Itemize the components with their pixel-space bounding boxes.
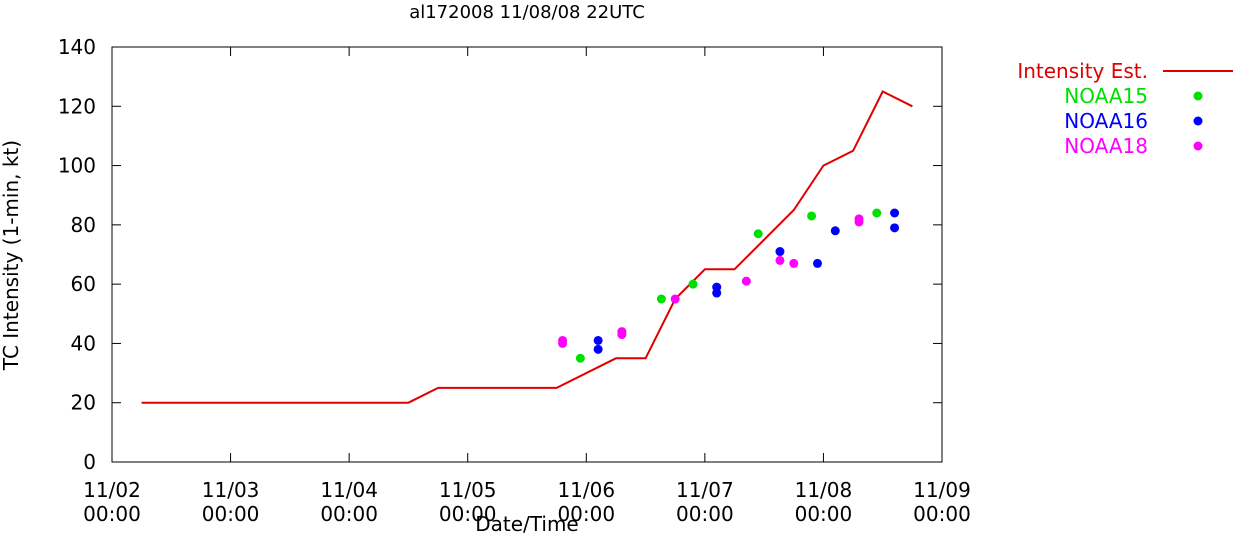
x-axis-label: Date/Time (475, 512, 579, 533)
series-line-intensity-est (141, 90, 913, 404)
x-tick-label-date: 11/05 (439, 478, 497, 502)
x-tick-label-date: 11/08 (795, 478, 853, 502)
legend-swatch-noaa18 (1193, 141, 1203, 151)
data-point-noaa16 (593, 344, 603, 354)
data-point-noaa18 (775, 255, 785, 265)
data-point-noaa18 (617, 330, 627, 340)
data-point-noaa15 (872, 208, 882, 218)
plot-area (141, 90, 913, 404)
x-tick-label-date: 11/02 (83, 478, 141, 502)
legend-swatch-noaa16 (1193, 116, 1203, 126)
x-tick-label-date: 11/03 (202, 478, 260, 502)
data-point-noaa18 (670, 294, 680, 304)
legend-label-intensity-est: Intensity Est. (1017, 59, 1148, 83)
data-point-noaa15 (688, 279, 698, 289)
data-point-noaa18 (741, 276, 751, 286)
chart-title: al172008 11/08/08 22UTC (409, 2, 645, 23)
x-tick-label-time: 00:00 (913, 502, 971, 526)
data-point-noaa16 (712, 288, 722, 298)
data-point-noaa15 (575, 353, 585, 363)
y-tick-label: 80 (71, 213, 96, 237)
legend-label-noaa15: NOAA15 (1064, 84, 1148, 108)
x-tick-label-time: 00:00 (439, 502, 497, 526)
x-tick-label-time: 00:00 (202, 502, 260, 526)
data-point-noaa18 (558, 338, 568, 348)
data-point-noaa15 (807, 211, 817, 221)
legend-label-noaa18: NOAA18 (1064, 134, 1148, 158)
axes: 02040608010012014011/0200:0011/0300:0011… (58, 35, 971, 526)
data-point-noaa16 (830, 226, 840, 236)
y-tick-label: 20 (71, 391, 96, 415)
x-tick-label-date: 11/04 (320, 478, 378, 502)
y-axis-label: TC Intensity (1-min, kt) (0, 140, 23, 371)
y-tick-label: 0 (83, 450, 96, 474)
legend-label-noaa16: NOAA16 (1064, 109, 1148, 133)
x-tick-label-time: 00:00 (676, 502, 734, 526)
y-tick-label: 120 (58, 94, 96, 118)
y-tick-label: 100 (58, 154, 96, 178)
data-point-noaa16 (813, 258, 822, 268)
data-point-noaa16 (890, 208, 900, 218)
data-point-noaa18 (854, 217, 864, 227)
data-point-noaa16 (890, 223, 900, 233)
x-tick-label-time: 00:00 (795, 502, 853, 526)
data-point-noaa15 (753, 229, 763, 239)
data-point-noaa16 (775, 247, 785, 257)
x-tick-label-time: 00:00 (320, 502, 378, 526)
x-tick-label-time: 00:00 (83, 502, 141, 526)
x-tick-label-date: 11/09 (913, 478, 971, 502)
x-tick-label-date: 11/06 (557, 478, 615, 502)
data-point-noaa15 (656, 294, 666, 304)
y-tick-label: 40 (71, 331, 96, 355)
x-tick-label-time: 00:00 (557, 502, 615, 526)
y-tick-label: 60 (71, 272, 96, 296)
y-tick-label: 140 (58, 35, 96, 59)
data-point-noaa16 (593, 335, 603, 345)
plot-frame (111, 46, 943, 463)
x-tick-label-date: 11/07 (676, 478, 734, 502)
legend-swatch-noaa15 (1193, 91, 1203, 101)
data-point-noaa18 (789, 258, 799, 268)
